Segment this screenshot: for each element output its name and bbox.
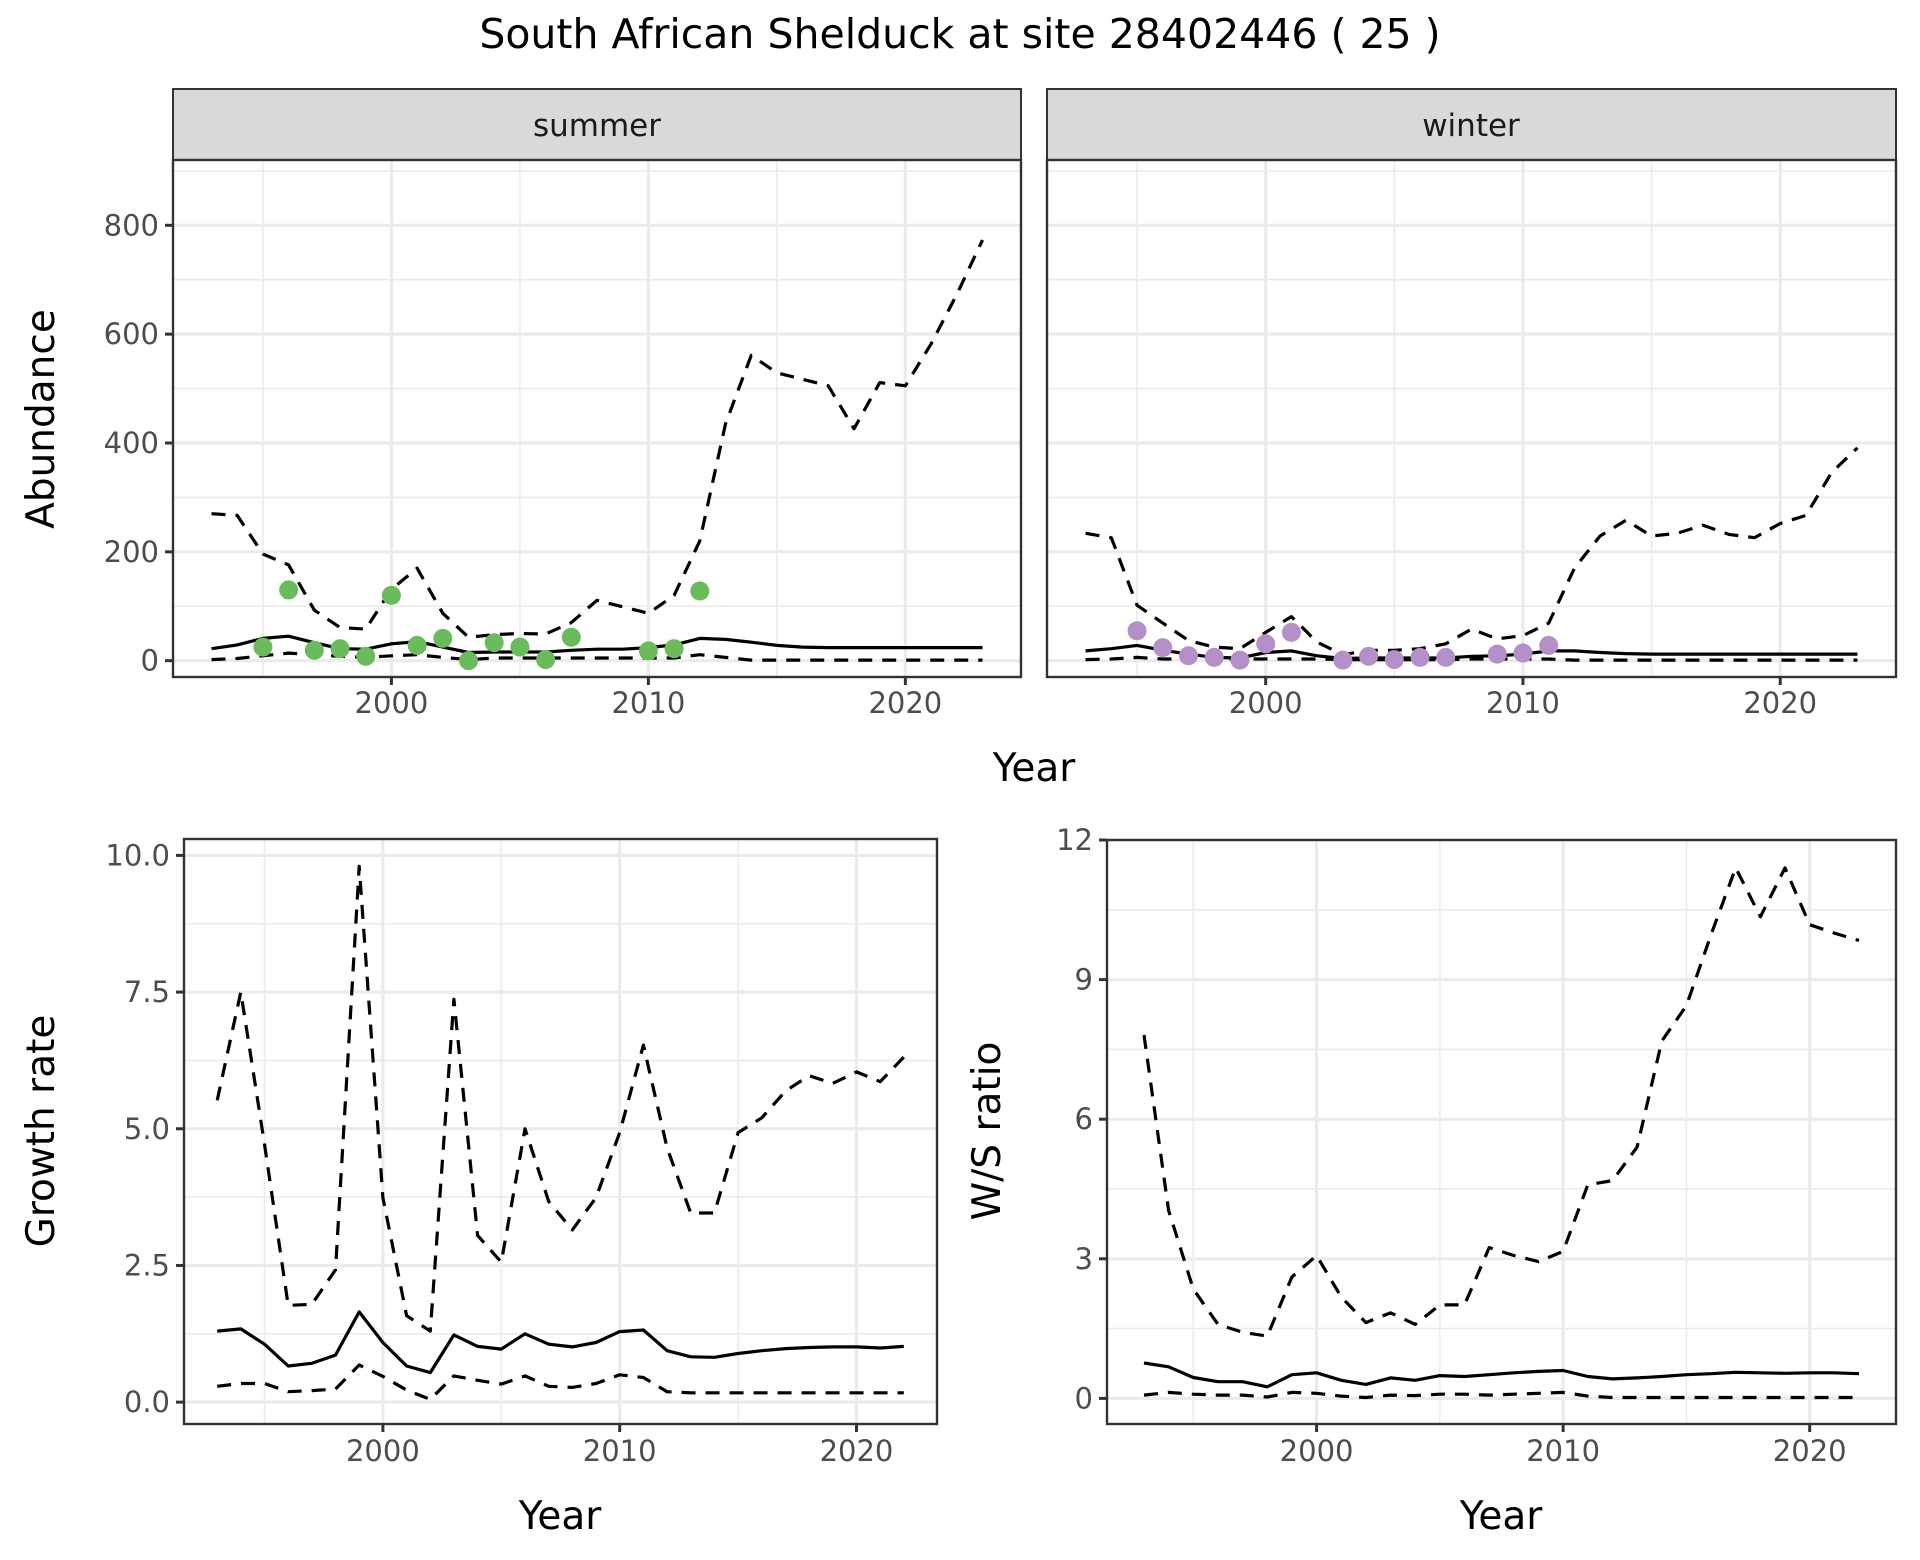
- x-tick-label: 2020: [1773, 1434, 1847, 1468]
- series-line-upper: [1142, 866, 1860, 1338]
- panel-border: [182, 837, 939, 1426]
- x-tick-label: 2010: [1526, 1434, 1600, 1468]
- x-axis-title-ws: Year: [1459, 1494, 1544, 1539]
- panel-border: [1105, 838, 1898, 1426]
- x-tick-label: 2010: [611, 686, 685, 720]
- y-axis-title-ws: W/S ratio: [965, 1042, 1010, 1221]
- data-point: [1281, 622, 1301, 642]
- x-axis-title-top: Year: [992, 746, 1077, 791]
- x-tick-label: 2010: [1486, 686, 1560, 720]
- series-line-upper: [211, 239, 984, 639]
- series-line-estimate: [1143, 1361, 1860, 1389]
- facet-strip-winter: [1046, 88, 1897, 161]
- data-point: [1487, 644, 1507, 664]
- x-tick-label: 2010: [583, 1434, 657, 1468]
- data-point: [1256, 634, 1276, 654]
- data-point: [433, 628, 453, 648]
- data-point: [690, 581, 710, 601]
- data-point: [1230, 650, 1250, 670]
- y-axis-title-abundance: Abundance: [19, 309, 64, 529]
- y-tick-label: 0: [1075, 1381, 1093, 1415]
- data-point: [253, 637, 273, 657]
- data-point: [407, 635, 427, 655]
- x-tick-label: 2000: [346, 1434, 420, 1468]
- data-point: [664, 639, 684, 659]
- figure-title: South African Shelduck at site 28402446 …: [479, 10, 1440, 58]
- data-point: [330, 639, 350, 659]
- series-line-lower: [217, 1363, 904, 1402]
- series-line-upper: [215, 864, 905, 1333]
- panel-border: [171, 158, 1023, 679]
- y-tick-label: 400: [104, 426, 159, 460]
- data-point: [1384, 650, 1404, 670]
- plot-background: [1047, 160, 1896, 677]
- data-point: [304, 640, 324, 660]
- y-axis-title-growth: Growth rate: [19, 1015, 64, 1248]
- series-line-estimate: [217, 1310, 904, 1375]
- panel-growth-rate: 0.0 2.5 5.0 7.5 10.0 2000 2010 2020: [105, 837, 939, 1468]
- data-point: [381, 585, 401, 605]
- series-line-upper: [1085, 446, 1859, 657]
- plot-background: [1107, 840, 1896, 1424]
- panel-border: [1045, 158, 1898, 679]
- y-tick-label: 9: [1075, 963, 1093, 997]
- facet-strip-summer: [172, 88, 1022, 161]
- data-point: [1436, 647, 1456, 667]
- y-tick-label: 10.0: [105, 838, 170, 872]
- data-point: [1513, 643, 1533, 663]
- y-tick-label: 7.5: [124, 975, 170, 1009]
- plot-background: [173, 160, 1021, 677]
- data-point: [1333, 650, 1353, 670]
- data-point: [1204, 647, 1224, 667]
- data-point: [459, 651, 479, 671]
- data-point: [510, 637, 530, 657]
- y-tick-label: 3: [1075, 1242, 1093, 1276]
- data-point: [1153, 638, 1173, 658]
- y-tick-label: 0: [141, 644, 159, 678]
- x-tick-label: 2000: [1280, 1434, 1354, 1468]
- y-tick-label: 12: [1056, 823, 1093, 857]
- y-tick-label: 5.0: [124, 1112, 170, 1146]
- panel-ws-ratio: 0 3 6 9 12 2000 2010 2020: [1056, 823, 1898, 1468]
- facet-label-summer: summer: [533, 108, 661, 144]
- data-point: [1179, 646, 1198, 666]
- data-point: [484, 633, 504, 653]
- y-tick-label: 2.5: [124, 1248, 170, 1282]
- panel-abundance-summer: summer 0 200 400 600 800 2000 2010 2020: [104, 88, 1023, 720]
- x-tick-label: 2000: [1229, 686, 1303, 720]
- data-point: [638, 641, 658, 661]
- y-tick-label: 0.0: [124, 1385, 170, 1419]
- panel-abundance-winter: winter 2000 2010 2020: [1045, 88, 1898, 720]
- y-tick-label: 800: [104, 208, 159, 242]
- x-tick-label: 2020: [820, 1434, 894, 1468]
- y-tick-label: 6: [1075, 1102, 1093, 1136]
- facet-label-winter: winter: [1422, 108, 1520, 144]
- data-point: [561, 627, 581, 647]
- x-tick-label: 2020: [868, 686, 942, 720]
- data-point: [536, 650, 556, 670]
- y-tick-label: 200: [104, 535, 159, 569]
- data-point: [279, 580, 299, 600]
- data-point: [1359, 646, 1379, 666]
- data-point: [356, 646, 376, 666]
- x-tick-label: 2020: [1743, 686, 1817, 720]
- y-tick-label: 600: [104, 317, 159, 351]
- data-point: [1127, 621, 1147, 641]
- data-point: [1410, 647, 1430, 667]
- x-tick-label: 2000: [355, 686, 429, 720]
- data-point: [1539, 635, 1559, 655]
- plot-background: [184, 839, 937, 1424]
- x-axis-title-growth: Year: [518, 1494, 603, 1539]
